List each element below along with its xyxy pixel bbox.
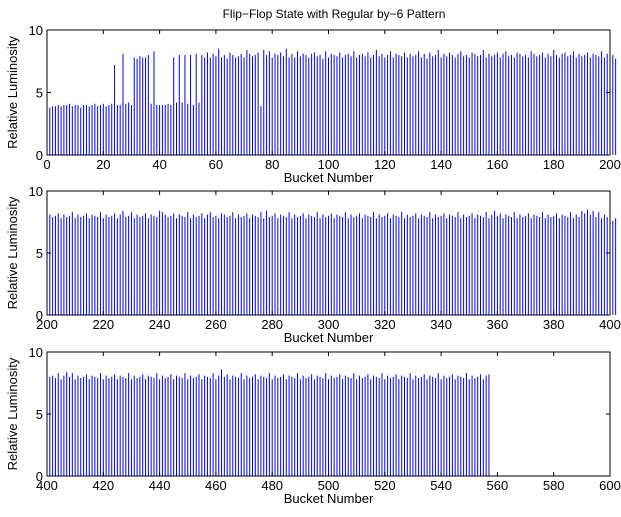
bar-series	[49, 48, 617, 155]
x-tick-label: 200	[36, 317, 58, 332]
x-tick-label: 140	[430, 157, 452, 172]
bar-series	[49, 209, 617, 315]
x-tick-label: 160	[487, 157, 509, 172]
x-tick-label: 240	[149, 317, 171, 332]
x-tick-label: 400	[599, 317, 621, 332]
panel-1: 0 20 40 60 80 100 120 140 160 180 200 0 5 10 Bucket Nu…	[5, 23, 621, 185]
x-tick-label: 100	[318, 157, 340, 172]
x-tick-label: 120	[374, 157, 396, 172]
x-tick-label: 0	[43, 157, 50, 172]
panel-3: 400 420 440 460 480 500 520 540 560 580 600 0 5 10 Buc…	[5, 345, 621, 506]
x-tick-label: 560	[487, 478, 509, 493]
x-tick-label: 180	[543, 157, 565, 172]
x-tick-label: 20	[96, 157, 110, 172]
x-tick-label: 60	[209, 157, 223, 172]
x-tick-label: 300	[318, 317, 340, 332]
x-tick-label: 200	[599, 157, 621, 172]
y-tick-label: 5	[36, 407, 43, 422]
x-axis-label: Bucket Number	[284, 330, 374, 345]
y-tick-label: 0	[36, 308, 43, 323]
x-tick-label: 260	[205, 317, 227, 332]
x-tick-label: 440	[149, 478, 171, 493]
y-axis-label: Relative Luminosity	[5, 36, 20, 149]
x-tick-label: 540	[430, 478, 452, 493]
x-tick-label: 480	[261, 478, 283, 493]
y-tick-label: 10	[29, 184, 43, 199]
y-axis-label: Relative Luminosity	[5, 357, 20, 470]
y-tick-label: 10	[29, 345, 43, 360]
x-tick-label: 420	[92, 478, 114, 493]
x-tick-label: 40	[152, 157, 166, 172]
bar-series	[49, 369, 490, 476]
x-tick-label: 400	[36, 478, 58, 493]
x-tick-label: 360	[487, 317, 509, 332]
x-tick-label: 220	[92, 317, 114, 332]
x-axis-label: Bucket Number	[284, 491, 374, 506]
x-tick-label: 80	[265, 157, 279, 172]
chart-title: Flip−Flop State with Regular by−6 Patter…	[223, 7, 446, 21]
y-tick-label: 0	[36, 469, 43, 484]
y-axis-label: Relative Luminosity	[5, 196, 20, 309]
y-tick-label: 5	[36, 246, 43, 261]
x-tick-label: 520	[374, 478, 396, 493]
x-tick-label: 380	[543, 317, 565, 332]
x-tick-label: 320	[374, 317, 396, 332]
panel-2: 200 220 240 260 280 300 320 340 360 380 400 0 5 10 Buc…	[5, 184, 621, 345]
y-tick-label: 0	[36, 148, 43, 163]
x-tick-label: 340	[430, 317, 452, 332]
y-tick-label: 10	[29, 23, 43, 38]
y-tick-label: 5	[36, 86, 43, 101]
x-tick-label: 580	[543, 478, 565, 493]
x-tick-label: 460	[205, 478, 227, 493]
x-axis-label: Bucket Number	[284, 170, 374, 185]
x-tick-label: 280	[261, 317, 283, 332]
x-tick-label: 600	[599, 478, 621, 493]
x-tick-label: 500	[318, 478, 340, 493]
